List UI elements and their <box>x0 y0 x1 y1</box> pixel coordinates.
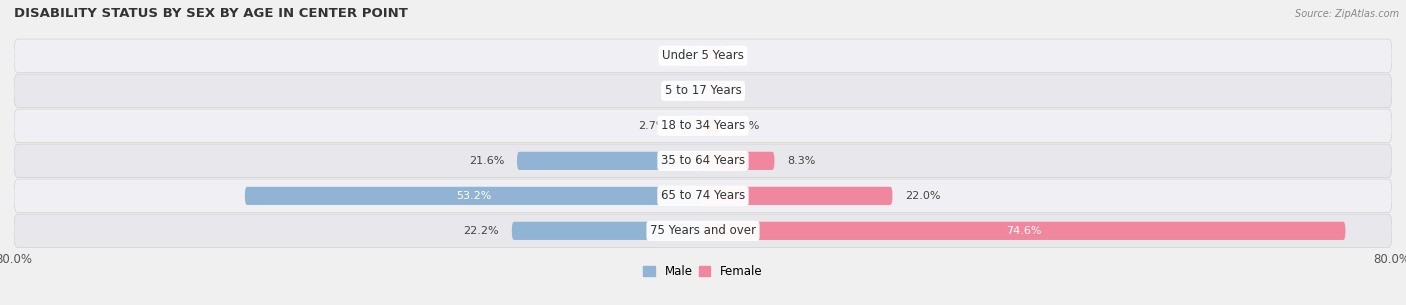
FancyBboxPatch shape <box>703 187 893 205</box>
Text: 35 to 64 Years: 35 to 64 Years <box>661 154 745 167</box>
Text: 74.6%: 74.6% <box>1007 226 1042 236</box>
FancyBboxPatch shape <box>679 117 703 135</box>
FancyBboxPatch shape <box>14 74 1392 108</box>
FancyBboxPatch shape <box>703 117 720 135</box>
Text: 1.9%: 1.9% <box>733 121 761 131</box>
FancyBboxPatch shape <box>14 214 1392 248</box>
Text: 0.0%: 0.0% <box>662 86 690 96</box>
FancyBboxPatch shape <box>14 109 1392 143</box>
Text: 0.0%: 0.0% <box>716 86 744 96</box>
FancyBboxPatch shape <box>682 47 703 65</box>
FancyBboxPatch shape <box>517 152 703 170</box>
FancyBboxPatch shape <box>703 82 724 100</box>
Text: 8.3%: 8.3% <box>787 156 815 166</box>
Text: 75 Years and over: 75 Years and over <box>650 224 756 237</box>
Text: 2.7%: 2.7% <box>638 121 666 131</box>
FancyBboxPatch shape <box>14 179 1392 213</box>
FancyBboxPatch shape <box>703 47 724 65</box>
Legend: Male, Female: Male, Female <box>638 260 768 283</box>
Text: 0.0%: 0.0% <box>662 51 690 61</box>
Text: Source: ZipAtlas.com: Source: ZipAtlas.com <box>1295 9 1399 19</box>
Text: DISABILITY STATUS BY SEX BY AGE IN CENTER POINT: DISABILITY STATUS BY SEX BY AGE IN CENTE… <box>14 6 408 20</box>
Text: 0.0%: 0.0% <box>716 51 744 61</box>
Text: 53.2%: 53.2% <box>456 191 492 201</box>
Text: 18 to 34 Years: 18 to 34 Years <box>661 119 745 132</box>
FancyBboxPatch shape <box>682 82 703 100</box>
Text: Under 5 Years: Under 5 Years <box>662 49 744 62</box>
Text: 65 to 74 Years: 65 to 74 Years <box>661 189 745 202</box>
Text: 21.6%: 21.6% <box>468 156 505 166</box>
Text: 22.0%: 22.0% <box>905 191 941 201</box>
Text: 5 to 17 Years: 5 to 17 Years <box>665 84 741 97</box>
Text: 22.2%: 22.2% <box>463 226 499 236</box>
FancyBboxPatch shape <box>245 187 703 205</box>
FancyBboxPatch shape <box>512 222 703 240</box>
FancyBboxPatch shape <box>703 222 1346 240</box>
FancyBboxPatch shape <box>14 144 1392 178</box>
FancyBboxPatch shape <box>703 152 775 170</box>
FancyBboxPatch shape <box>14 39 1392 73</box>
